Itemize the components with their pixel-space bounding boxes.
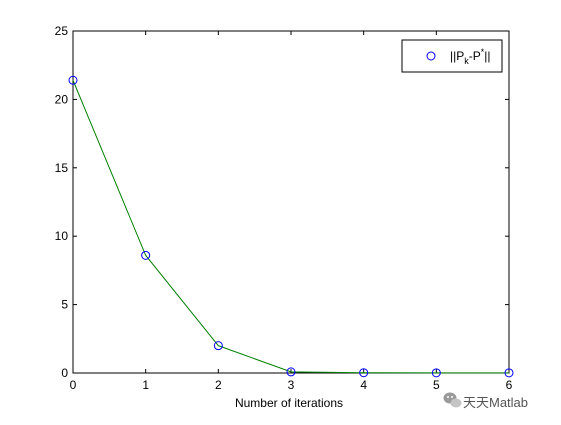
legend[interactable]: ||Pk-P*||: [401, 39, 503, 73]
legend-label-sup: *: [481, 47, 485, 57]
x-tick-label: 2: [215, 378, 222, 392]
watermark-text: 天天Matlab: [463, 395, 528, 410]
x-tick-label: 3: [288, 378, 295, 392]
data-point[interactable]: [359, 368, 369, 378]
legend-label: ||Pk-P*||: [450, 47, 491, 66]
y-tick-label: 0: [61, 366, 68, 380]
ticks: 0 1 2 3 4 5 6 0 5 10 15 20 25: [55, 24, 513, 392]
y-tick-label: 20: [55, 92, 69, 106]
watermark: 天天Matlab: [443, 392, 528, 410]
data-point[interactable]: [286, 367, 296, 377]
series-line: [72, 80, 509, 374]
plot-area: [72, 30, 510, 374]
legend-label-sub: k: [464, 56, 469, 66]
y-tick-label: 15: [55, 161, 69, 175]
legend-label-mid: -P: [469, 49, 481, 63]
legend-marker: [426, 51, 436, 61]
legend-box: [401, 39, 503, 73]
data-point[interactable]: [431, 368, 441, 378]
x-tick-label: 1: [142, 378, 149, 392]
x-tick-label: 5: [433, 378, 440, 392]
data-point[interactable]: [504, 368, 514, 378]
data-point[interactable]: [213, 341, 223, 351]
y-tick-label: 5: [61, 298, 68, 312]
x-tick-label: 0: [70, 378, 77, 392]
x-axis-label: Number of iterations: [235, 396, 343, 410]
y-tick-label: 25: [55, 24, 69, 38]
data-point[interactable]: [68, 75, 78, 85]
y-tick-label: 10: [55, 229, 69, 243]
x-tick-label: 4: [360, 378, 367, 392]
x-tick-label: 6: [506, 378, 513, 392]
legend-label-main: ||P: [450, 49, 464, 63]
wechat-icon: [443, 392, 462, 408]
legend-label-end: ||: [484, 49, 490, 63]
series-group: [68, 75, 514, 378]
data-point[interactable]: [141, 250, 151, 260]
